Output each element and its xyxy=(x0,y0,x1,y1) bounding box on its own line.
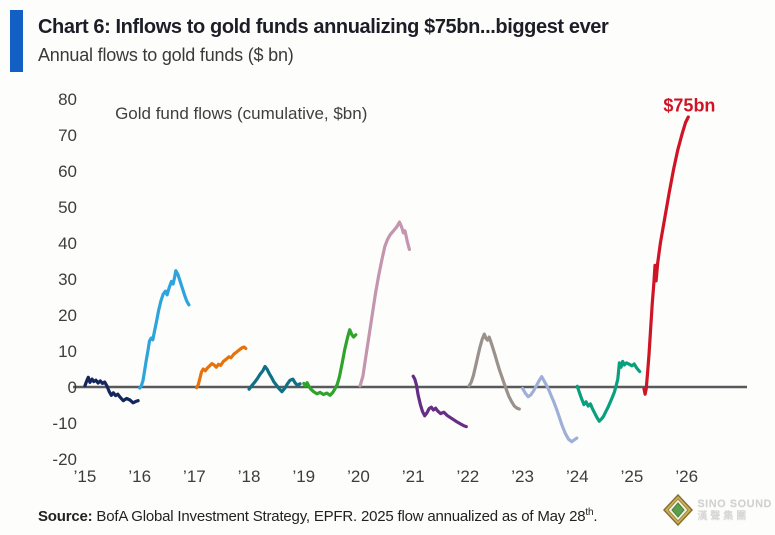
x-tick-label: ’21 xyxy=(402,467,425,486)
y-tick-label: -20 xyxy=(52,450,77,469)
x-tick-label: ’26 xyxy=(675,467,698,486)
source-period: . xyxy=(593,508,598,525)
x-tick-label: ’16 xyxy=(128,467,151,486)
chart-subtitle: Annual flows to gold funds ($ bn) xyxy=(38,45,294,65)
y-tick-label: 20 xyxy=(58,306,77,325)
x-tick-label: ’24 xyxy=(566,467,589,486)
series-line-2018 xyxy=(247,364,302,394)
y-tick-label: 70 xyxy=(58,126,77,145)
chart-inline-title: Gold fund flows (cumulative, $bn) xyxy=(115,104,367,123)
sino-sound-watermark: SINO SOUND 漢聲集團 xyxy=(663,494,772,526)
source-superscript: th xyxy=(585,507,594,518)
source-label: Source: xyxy=(38,508,93,525)
series-line-2025 xyxy=(642,115,690,396)
y-tick-label: 10 xyxy=(58,342,77,361)
y-tick-label: 30 xyxy=(58,270,77,289)
peak-value-annotation: $75bn xyxy=(663,96,715,116)
series-line-2020 xyxy=(358,220,411,388)
x-tick-label: ’17 xyxy=(183,467,206,486)
y-tick-label: 0 xyxy=(68,378,77,397)
x-tick-label: ’15 xyxy=(74,467,97,486)
series-line-2015 xyxy=(83,375,140,405)
x-tick-label: ’25 xyxy=(621,467,644,486)
chart-title: Chart 6: Inflows to gold funds annualizi… xyxy=(38,16,609,38)
x-tick-label: ’19 xyxy=(292,467,315,486)
series-line-2022 xyxy=(467,332,521,411)
y-tick-label: 60 xyxy=(58,162,77,181)
source-text: BofA Global Investment Strategy, EPFR. 2… xyxy=(92,508,586,525)
y-tick-label: -10 xyxy=(52,414,77,433)
watermark-text-cn: 漢聲集團 xyxy=(697,510,750,522)
series-line-2017 xyxy=(195,345,248,390)
x-tick-label: ’22 xyxy=(457,467,480,486)
x-tick-label: ’23 xyxy=(511,467,534,486)
x-tick-label: ’18 xyxy=(238,467,261,486)
source-note: Source: BofA Global Investment Strategy,… xyxy=(38,507,688,525)
y-tick-label: 40 xyxy=(58,234,77,253)
y-tick-label: 80 xyxy=(58,90,77,109)
watermark-text-en: SINO SOUND xyxy=(697,497,772,510)
sino-sound-diamond-icon xyxy=(663,494,694,526)
gold-flows-chart: 80 70 60 50 40 30 20 10 0 -10 -20’15 ’16 ’17 ’18 ’19 ’2… xyxy=(0,90,775,495)
x-tick-label: ’20 xyxy=(347,467,370,486)
title-accent-bar xyxy=(10,10,23,72)
series-line-2021 xyxy=(411,374,468,429)
y-tick-label: 50 xyxy=(58,198,77,217)
series-line-2016 xyxy=(138,269,191,390)
series-line-2024 xyxy=(575,359,642,423)
series-line-2019 xyxy=(302,328,358,397)
series-line-2023 xyxy=(520,375,579,444)
chart-canvas: 80 70 60 50 40 30 20 10 0 -10 -20’15 ’16 ’17 ’18 ’19 ’2… xyxy=(52,90,747,486)
